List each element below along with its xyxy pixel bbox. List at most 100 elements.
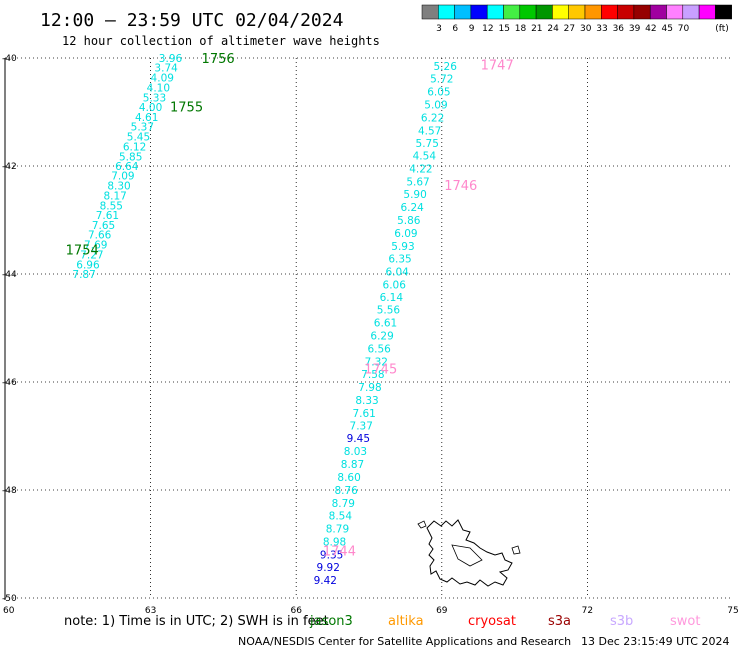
pass-time-label: 1747 bbox=[481, 58, 514, 73]
wave-height-label: 4.10 bbox=[147, 83, 170, 95]
wave-height-label: 7.69 bbox=[84, 239, 107, 251]
wave-height-label: 6.61 bbox=[374, 318, 397, 330]
pass-time-label: 1756 bbox=[202, 52, 235, 67]
legend-label: 21 bbox=[531, 24, 542, 34]
wave-height-label: 7.65 bbox=[92, 220, 115, 232]
wave-height-label: 7.61 bbox=[96, 210, 119, 222]
legend-label: 30 bbox=[580, 24, 592, 34]
pass-time-label: 1755 bbox=[170, 101, 203, 116]
wave-height-label: 8.79 bbox=[326, 523, 349, 535]
wave-height-label: 8.03 bbox=[344, 446, 367, 458]
wave-height-label: 5.90 bbox=[403, 189, 426, 201]
legend-label: 27 bbox=[564, 24, 575, 34]
wave-height-label: 5.45 bbox=[127, 131, 150, 143]
wave-height-label: 6.24 bbox=[400, 202, 424, 214]
legend-swatch bbox=[601, 4, 618, 20]
legend-label: 18 bbox=[515, 24, 527, 34]
wave-height-label: 6.29 bbox=[370, 331, 393, 343]
wave-height-label: 9.42 bbox=[314, 575, 337, 587]
wave-height-label: 8.55 bbox=[100, 200, 123, 212]
wave-height-label: 4.00 bbox=[139, 102, 162, 114]
legend-label: 39 bbox=[629, 24, 641, 34]
wave-height-label: 8.98 bbox=[323, 536, 346, 548]
satellite-s3a: s3a bbox=[548, 614, 571, 629]
timestamp-text: 13 Dec 23:15:49 UTC 2024 bbox=[581, 635, 729, 648]
legend-label: 24 bbox=[547, 24, 559, 34]
wave-height-label: 5.85 bbox=[119, 151, 142, 163]
lat-tick-label: -50 bbox=[2, 594, 17, 604]
wave-height-label: 3.74 bbox=[154, 63, 178, 75]
legend-label: 70 bbox=[678, 24, 690, 34]
wave-height-label: 5.75 bbox=[416, 138, 439, 150]
wave-height-label: 7.09 bbox=[111, 171, 134, 183]
legend-swatch bbox=[454, 4, 472, 20]
note-text: note: 1) Time is in UTC; 2) SWH is in fe… bbox=[64, 614, 329, 629]
wave-height-label: 5.33 bbox=[143, 92, 166, 104]
legend-label: 45 bbox=[661, 24, 672, 34]
wave-height-label: 4.57 bbox=[418, 125, 441, 137]
satellite-swot: swot bbox=[670, 614, 700, 629]
satellite-jason3: jason3 bbox=[309, 614, 353, 629]
wave-height-label: 6.09 bbox=[394, 228, 417, 240]
wave-height-label: 6.14 bbox=[380, 292, 404, 304]
legend-label: 9 bbox=[469, 24, 475, 34]
legend-swatch bbox=[535, 4, 553, 20]
wave-height-label: 4.61 bbox=[135, 112, 158, 124]
wave-height-label: 9.35 bbox=[320, 549, 343, 561]
wave-height-label: 9.92 bbox=[317, 562, 340, 574]
lat-tick-label: -42 bbox=[2, 162, 17, 172]
legend-label: 15 bbox=[498, 24, 509, 34]
lon-tick-label: 66 bbox=[290, 606, 302, 616]
legend-swatch bbox=[617, 4, 635, 20]
legend-swatch bbox=[715, 4, 732, 20]
satellite-s3b: s3b bbox=[610, 614, 633, 629]
wave-height-label: 7.27 bbox=[80, 250, 103, 262]
wave-height-label: 6.06 bbox=[383, 279, 407, 291]
legend-label: 6 bbox=[452, 24, 458, 34]
legend-swatch bbox=[584, 4, 602, 20]
lat-tick-label: -48 bbox=[2, 486, 17, 496]
legend-label: 33 bbox=[596, 24, 607, 34]
legend-label: 3 bbox=[436, 24, 442, 34]
legend-swatch bbox=[666, 4, 684, 20]
wave-height-label: 6.22 bbox=[421, 112, 444, 124]
lon-tick-label: 60 bbox=[3, 606, 15, 616]
lat-tick-label: -40 bbox=[2, 54, 17, 64]
lon-tick-label: 72 bbox=[582, 606, 593, 616]
wave-height-tracks: 3.963.744.094.105.334.004.615.375.456.12… bbox=[66, 52, 514, 587]
satellite-altika: altika bbox=[388, 614, 424, 629]
wave-height-label: 7.87 bbox=[72, 269, 95, 281]
wave-height-label: 5.26 bbox=[434, 61, 458, 73]
legend-swatch bbox=[633, 4, 651, 20]
legend-swatch bbox=[698, 4, 716, 20]
legend-label: 12 bbox=[482, 24, 493, 34]
legend-swatch bbox=[682, 4, 700, 20]
wave-height-label: 4.54 bbox=[413, 151, 437, 163]
pass-time-label: 1745 bbox=[364, 363, 397, 378]
wave-height-label: 9.45 bbox=[347, 433, 370, 445]
wave-height-label: 5.72 bbox=[430, 74, 453, 86]
pass-time-label: 1746 bbox=[444, 179, 477, 194]
wave-height-label: 5.86 bbox=[397, 215, 421, 227]
wave-height-label: 8.76 bbox=[334, 485, 358, 497]
wave-height-label: 3.96 bbox=[159, 53, 183, 65]
wave-height-label: 6.12 bbox=[123, 142, 146, 154]
wave-height-label: 7.98 bbox=[358, 382, 381, 394]
legend-swatch bbox=[568, 4, 586, 20]
lat-tick-label: -44 bbox=[2, 270, 17, 280]
wave-height-label: 7.61 bbox=[352, 408, 375, 420]
legend-swatch bbox=[552, 4, 569, 20]
wave-height-label: 5.37 bbox=[131, 122, 154, 134]
pass-time-label: 1754 bbox=[66, 244, 99, 259]
lat-tick-label: -46 bbox=[2, 378, 17, 388]
wave-height-label: 7.58 bbox=[361, 369, 384, 381]
wave-height-label: 5.09 bbox=[424, 99, 447, 111]
wave-height-label: 8.17 bbox=[103, 191, 126, 203]
land-outline bbox=[426, 519, 513, 587]
wave-height-label: 5.93 bbox=[391, 241, 414, 253]
wave-height-label: 6.56 bbox=[367, 344, 391, 356]
wave-height-label: 6.96 bbox=[76, 259, 100, 271]
wave-height-label: 6.35 bbox=[388, 253, 411, 265]
wave-height-label: 7.32 bbox=[365, 356, 388, 368]
